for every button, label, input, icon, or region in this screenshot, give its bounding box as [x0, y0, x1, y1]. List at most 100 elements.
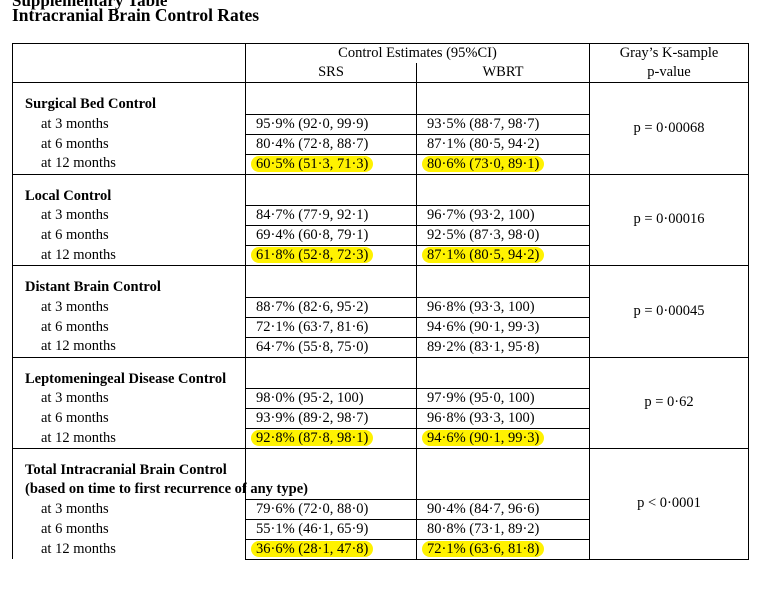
header-srs: SRS: [245, 63, 417, 83]
row-label: at 6 months: [12, 317, 246, 337]
row-label: at 6 months: [12, 408, 246, 429]
data-row: at 12 months 64·7% (55·8, 75·0) 89·2% (83·…: [12, 336, 749, 358]
section-spacer-row: p = 0·62: [12, 356, 750, 449]
header-gray-line2: p-value: [647, 64, 691, 80]
row-label: at 3 months: [12, 114, 246, 134]
srs-value: 69·4% (60·8, 79·1): [256, 227, 369, 243]
section-subtitle-row: (based on time to first recurrence of an…: [12, 480, 749, 500]
wbrt-value-cell: 96·8% (93·3, 100): [415, 296, 591, 318]
section-title: Surgical Bed Control: [12, 95, 246, 114]
section-spacer-label: [12, 265, 246, 278]
srs-value-cell: 55·1% (46·1, 65·9): [245, 518, 417, 540]
section-subtitle: (based on time to first recurrence of an…: [12, 480, 308, 499]
row-label: at 3 months: [12, 297, 246, 317]
header-control-estimates: Control Estimates (95%CI): [244, 43, 591, 63]
row-label: at 3 months: [12, 205, 246, 226]
header-wbrt: WBRT: [416, 63, 591, 83]
srs-value-cell: 69·4% (60·8, 79·1): [245, 225, 417, 246]
section-p-value: p < 0·0001: [589, 448, 750, 560]
data-row: at 12 months 61·8% (52·8, 72·3) 87·1% (80·…: [12, 245, 749, 266]
header-gray-line1: Gray’s K-sample: [619, 45, 719, 61]
srs-value-cell: 60·5% (51·3, 71·3): [245, 153, 417, 175]
wbrt-value: 89·2% (83·1, 95·8): [427, 338, 540, 355]
srs-value-cell: 95·9% (92·0, 99·9): [245, 113, 417, 135]
wbrt-value-cell: 89·2% (83·1, 95·8): [415, 336, 591, 358]
data-row: at 6 months 72·1% (63·7, 81·6) 94·6% (90·1…: [12, 316, 749, 338]
section-title-wbrt-blank: [415, 95, 591, 115]
wbrt-value-cell: 94·6% (90·1, 99·3): [415, 428, 591, 449]
row-label: at 12 months: [12, 154, 246, 174]
data-row: at 3 months 88·7% (82·6, 95·2) 96·8% (93·3…: [12, 296, 749, 318]
section-spacer-srs: [245, 448, 417, 461]
header-row-1: Control Estimates (95%CI) Gray’s K-sampl…: [12, 43, 750, 83]
wbrt-value: 94·6% (90·1, 99·3): [422, 430, 545, 446]
section-title-row: Surgical Bed Control: [12, 95, 749, 115]
srs-value: 88·7% (82·6, 95·2): [256, 298, 369, 315]
data-row: at 12 months 92·8% (87·8, 98·1) 94·6% (90·…: [12, 428, 749, 449]
wbrt-value-cell: 72·1% (63·6, 81·8): [415, 538, 591, 560]
table-body: Control Estimates (95%CI) Gray’s K-sampl…: [12, 43, 750, 560]
row-label: at 6 months: [12, 519, 246, 539]
wbrt-value: 97·9% (95·0, 100): [427, 390, 535, 406]
section-title-row: Local Control: [12, 186, 749, 206]
row-label: at 12 months: [12, 428, 246, 449]
section-title: Leptomeningeal Disease Control: [12, 369, 246, 389]
wbrt-value-cell: 96·8% (93·3, 100): [415, 408, 591, 429]
data-row: at 12 months 60·5% (51·3, 71·3) 80·6% (73·…: [12, 153, 749, 175]
section-title-srs-blank: [245, 186, 417, 206]
row-label: at 6 months: [12, 225, 246, 246]
section-p-value: p = 0·00045: [589, 265, 750, 358]
srs-value: 79·6% (72·0, 88·0): [256, 500, 369, 517]
srs-value-cell: 92·8% (87·8, 98·1): [245, 428, 417, 449]
section-title: Total Intracranial Brain Control: [12, 461, 246, 480]
wbrt-value: 80·8% (73·1, 89·2): [427, 520, 540, 537]
srs-value: 95·9% (92·0, 99·9): [256, 115, 369, 132]
header-gray-pvalue: Gray’s K-sample p-value: [589, 43, 750, 83]
row-label: at 12 months: [12, 245, 246, 266]
srs-value-cell: 93·9% (89·2, 98·7): [245, 408, 417, 429]
wbrt-value: 72·1% (63·6, 81·8): [422, 540, 545, 557]
document-heading-fragment: Supplementary Table: [12, 0, 168, 10]
section-title-srs-blank: [245, 278, 417, 298]
section-title-srs-blank: [245, 461, 417, 480]
wbrt-value: 90·4% (84·7, 96·6): [427, 500, 540, 517]
section-title-wbrt-blank: [415, 369, 591, 389]
srs-value-cell: 72·1% (63·7, 81·6): [245, 316, 417, 338]
section-title-row: Total Intracranial Brain Control: [12, 461, 749, 480]
wbrt-value-cell: 80·6% (73·0, 89·1): [415, 153, 591, 175]
wbrt-value: 80·6% (73·0, 89·1): [422, 155, 545, 172]
section-spacer-row: p = 0·00045: [12, 265, 750, 358]
section-spacer-wbrt: [415, 448, 591, 461]
wbrt-value: 87·1% (80·5, 94·2): [427, 135, 540, 152]
section-spacer-label: [12, 448, 246, 461]
srs-value-cell: 64·7% (55·8, 75·0): [245, 336, 417, 358]
control-rates-table: Control Estimates (95%CI) Gray’s K-sampl…: [12, 43, 750, 560]
wbrt-value: 93·5% (88·7, 98·7): [427, 115, 540, 132]
header-row-2: SRS WBRT: [13, 63, 749, 83]
wbrt-value-cell: 90·4% (84·7, 96·6): [415, 498, 591, 520]
row-label: at 12 months: [12, 539, 246, 559]
wbrt-value: 94·6% (90·1, 99·3): [427, 318, 540, 335]
document-title: Intracranial Brain Control Rates: [12, 5, 260, 25]
section-title-row: Leptomeningeal Disease Control: [12, 369, 749, 389]
section-title: Distant Brain Control: [12, 278, 246, 297]
section-spacer-wbrt: [415, 82, 591, 95]
wbrt-value: 96·7% (93·2, 100): [427, 207, 535, 223]
section-title-row: Distant Brain Control: [12, 278, 749, 298]
srs-value: 80·4% (72·8, 88·7): [256, 135, 369, 152]
wbrt-value-cell: 87·1% (80·5, 94·2): [415, 245, 591, 266]
srs-value: 93·9% (89·2, 98·7): [256, 410, 369, 426]
data-row: at 6 months 55·1% (46·1, 65·9) 80·8% (73·1…: [12, 518, 749, 540]
srs-value: 72·1% (63·7, 81·6): [256, 318, 369, 335]
section-p-value: p = 0·00016: [589, 173, 750, 266]
wbrt-value-cell: 92·5% (87·3, 98·0): [415, 225, 591, 246]
srs-value: 84·7% (77·9, 92·1): [256, 207, 369, 223]
wbrt-value: 87·1% (80·5, 94·2): [422, 247, 545, 263]
section-title-wbrt-blank: [415, 278, 591, 298]
section-title-wbrt-blank: [415, 186, 591, 206]
wbrt-value-cell: 80·8% (73·1, 89·2): [415, 518, 591, 540]
wbrt-value: 92·5% (87·3, 98·0): [427, 227, 540, 243]
wbrt-value-cell: 93·5% (88·7, 98·7): [415, 113, 591, 135]
srs-value: 61·8% (52·8, 72·3): [251, 247, 374, 263]
wbrt-value-cell: 87·1% (80·5, 94·2): [415, 133, 591, 155]
